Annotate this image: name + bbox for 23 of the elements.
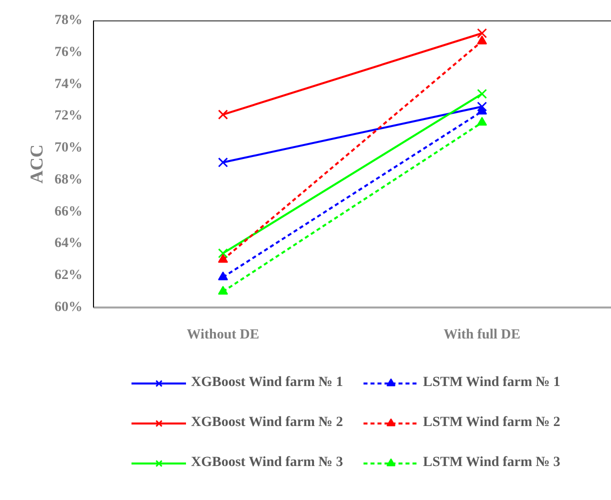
legend-label: XGBoost Wind farm № 2 <box>190 414 344 430</box>
legend-label: XGBoost Wind farm № 1 <box>190 374 344 390</box>
y-tick-label: 66% <box>54 204 82 220</box>
y-tick-label: 60% <box>54 300 82 315</box>
y-tick-label: 68% <box>54 172 82 188</box>
point <box>218 110 228 120</box>
point <box>218 157 228 168</box>
legend-label: LSTM Wind farm № 3 <box>423 454 562 470</box>
y-tick-label: 62% <box>54 268 82 284</box>
y-axis-title: ACC <box>26 144 46 184</box>
legend-label: XGBoost Wind farm № 3 <box>190 454 344 470</box>
y-tick-label: 76% <box>54 44 82 60</box>
y-tick-label: 78% <box>54 13 82 28</box>
y-tick-label: 70% <box>54 140 82 156</box>
legend-label: LSTM Wind farm № 2 <box>423 414 562 430</box>
y-tick-label: 74% <box>54 76 82 92</box>
x-tick-label: Without DE <box>186 328 260 342</box>
x-tick-label: With full DE <box>444 328 520 342</box>
legend-label: LSTM Wind farm № 1 <box>423 374 562 390</box>
point <box>477 88 487 99</box>
y-tick-label: 64% <box>54 236 82 252</box>
point <box>477 28 487 38</box>
y-tick-label: 72% <box>54 108 82 124</box>
